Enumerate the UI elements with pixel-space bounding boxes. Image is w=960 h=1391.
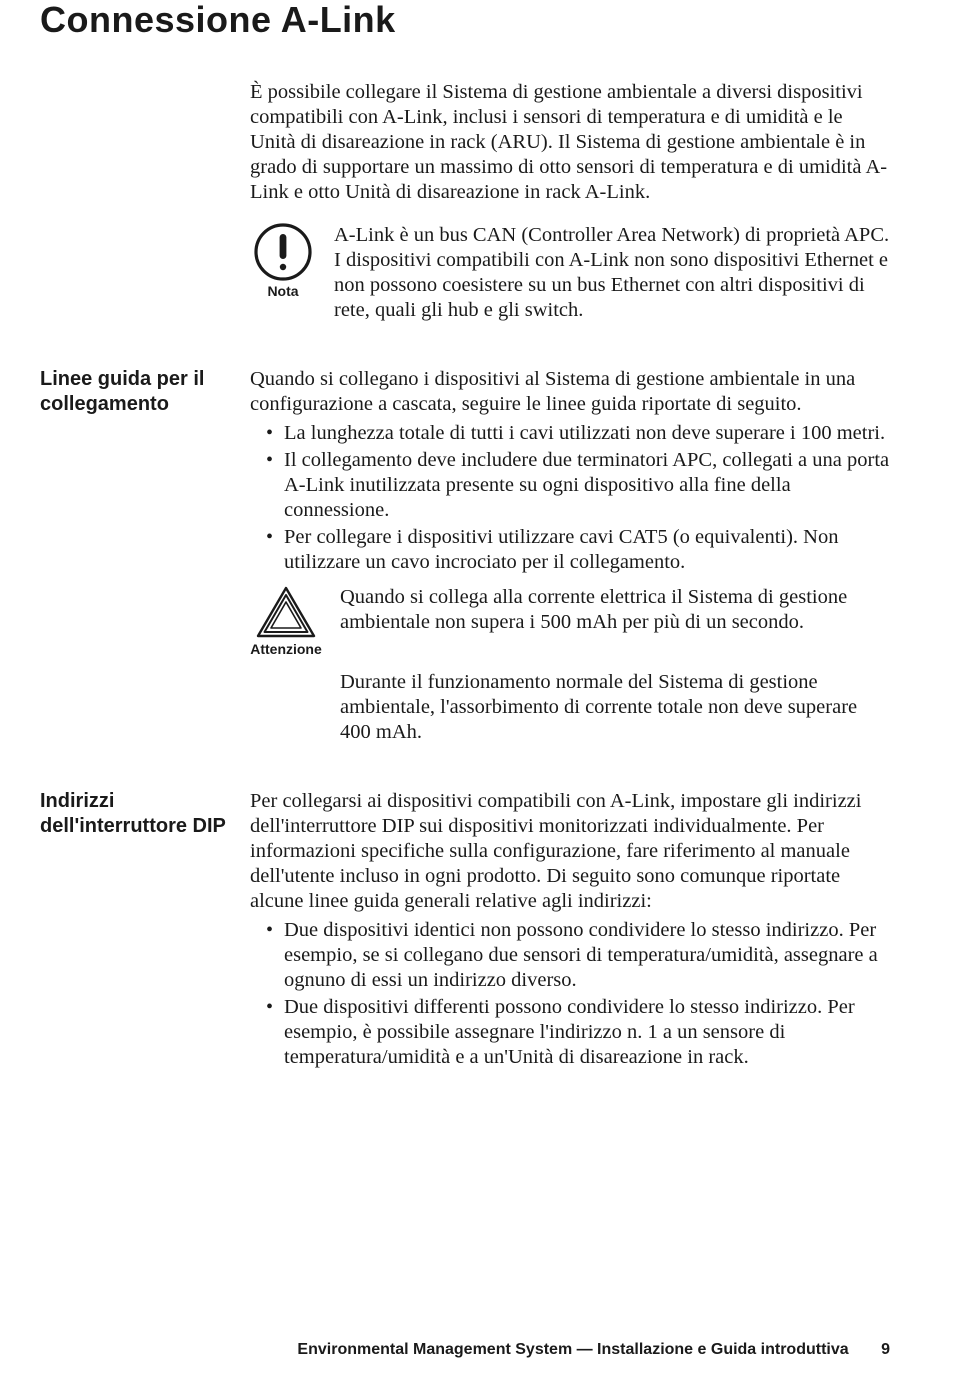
warning-icon	[255, 585, 317, 639]
page-title: Connessione A-Link	[40, 0, 890, 40]
footer-page-number: 9	[881, 1341, 890, 1358]
section2-heading: Indirizzi dell'interruttore DIP	[40, 789, 250, 839]
list-item: Il collegamento deve includere due termi…	[284, 448, 890, 523]
list-item: Per collegare i dispositivi utilizzare c…	[284, 525, 890, 575]
warning-label: Attenzione	[250, 641, 322, 658]
note-icon	[254, 223, 312, 281]
list-item: Due dispositivi differenti possono condi…	[284, 995, 890, 1070]
warning-text-p: Quando si collega alla corrente elettric…	[340, 585, 890, 635]
list-item: La lunghezza totale di tutti i cavi util…	[284, 421, 890, 446]
note-icon-col: Nota	[250, 223, 316, 299]
section1-body: Quando si collegano i dispositivi al Sis…	[250, 367, 890, 745]
intro-paragraph: È possibile collegare il Sistema di gest…	[250, 80, 890, 205]
warning-block: Attenzione Quando si collega alla corren…	[250, 585, 890, 658]
page-footer: Environmental Management System — Instal…	[297, 1341, 890, 1359]
note-text: A-Link è un bus CAN (Controller Area Net…	[334, 223, 890, 323]
warning-text: Quando si collega alla corrente elettric…	[340, 585, 890, 635]
warning-icon-col: Attenzione	[250, 585, 322, 658]
section2-intro: Per collegarsi ai dispositivi compatibil…	[250, 789, 890, 914]
footer-doc-title: Environmental Management System — Instal…	[297, 1341, 848, 1358]
after-warning-text: Durante il funzionamento normale del Sis…	[340, 670, 890, 745]
intro-text: È possibile collegare il Sistema di gest…	[250, 80, 890, 205]
section-guidelines: Linee guida per il collegamento Quando s…	[40, 367, 890, 745]
note-label: Nota	[267, 283, 298, 299]
section1-heading: Linee guida per il collegamento	[40, 367, 250, 417]
section1-intro: Quando si collegano i dispositivi al Sis…	[250, 367, 890, 417]
section2-body: Per collegarsi ai dispositivi compatibil…	[250, 789, 890, 1074]
list-item: Due dispositivi identici non possono con…	[284, 918, 890, 993]
section2-list: Due dispositivi identici non possono con…	[250, 918, 890, 1070]
section1-after-warning: Durante il funzionamento normale del Sis…	[340, 670, 890, 745]
note-text-p: A-Link è un bus CAN (Controller Area Net…	[334, 223, 890, 323]
section-dip: Indirizzi dell'interruttore DIP Per coll…	[40, 789, 890, 1074]
section1-list: La lunghezza totale di tutti i cavi util…	[250, 421, 890, 575]
note-block: Nota A-Link è un bus CAN (Controller Are…	[250, 223, 890, 323]
